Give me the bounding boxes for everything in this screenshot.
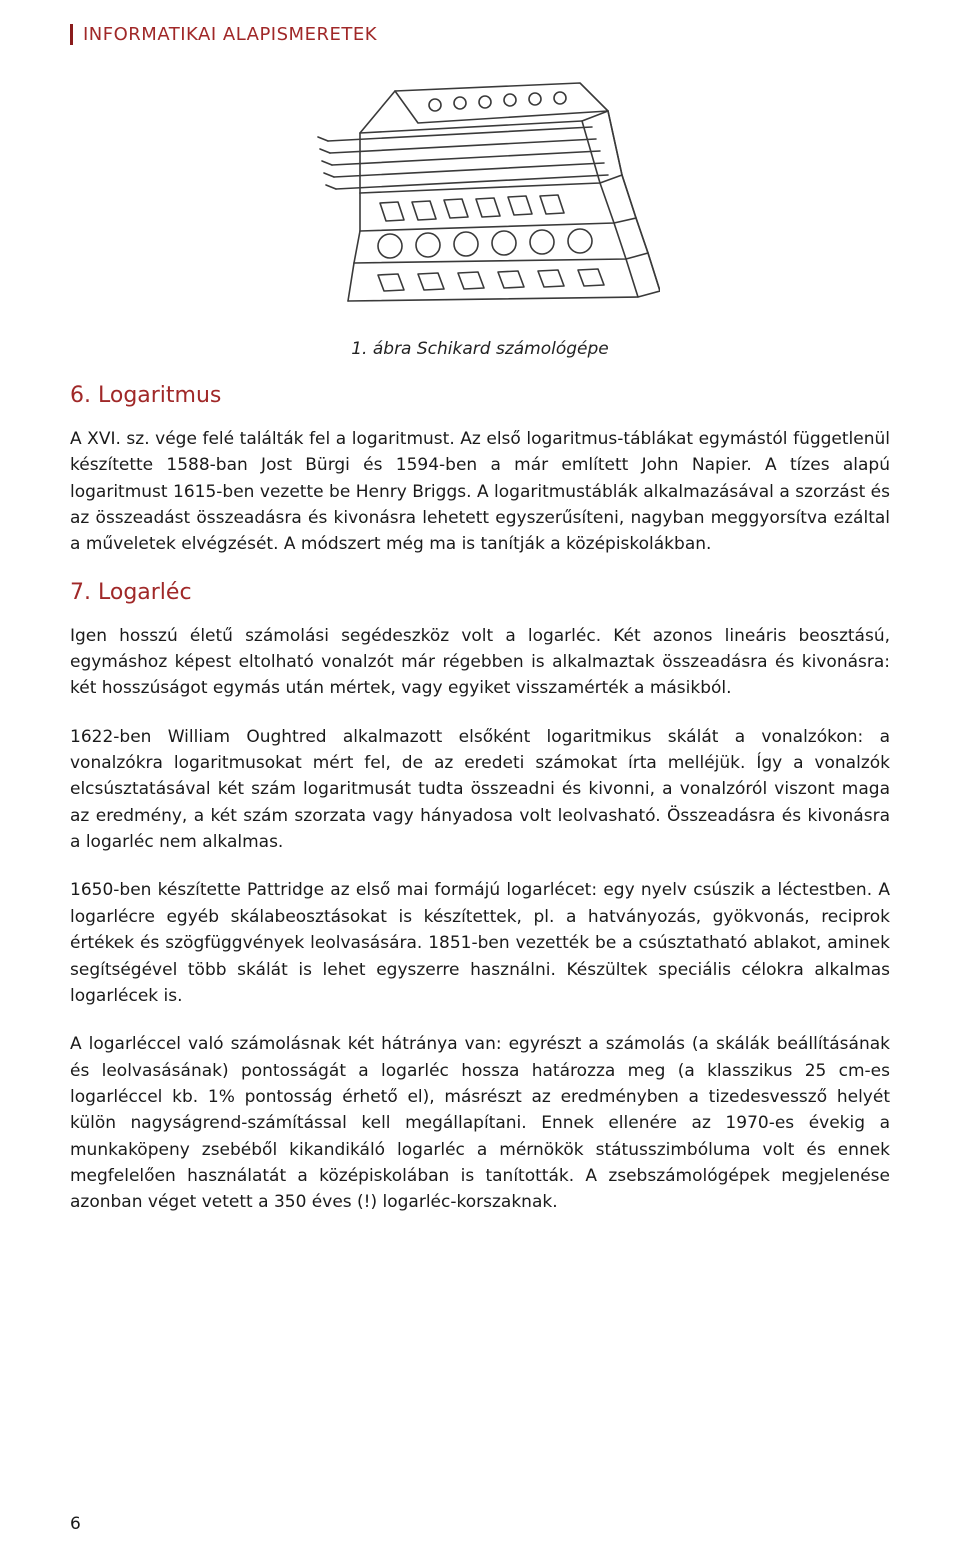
header-rule: INFORMATIKAI ALAPISMERETEK — [70, 24, 890, 45]
paragraph: Igen hosszú életű számolási segédeszköz … — [70, 623, 890, 702]
section-heading-logaritmus: 6. Logaritmus — [70, 383, 890, 408]
document-page: INFORMATIKAI ALAPISMERETEK — [0, 0, 960, 1558]
paragraph: A XVI. sz. vége felé találták fel a loga… — [70, 426, 890, 558]
figure-caption: 1. ábra Schikard számológépe — [70, 339, 890, 359]
paragraph: A logarléccel való számolásnak két hátrá… — [70, 1031, 890, 1215]
schikard-machine-illustration — [300, 63, 660, 323]
paragraph: 1650-ben készítette Pattridge az első ma… — [70, 877, 890, 1009]
figure-container — [70, 63, 890, 327]
section-heading-logarlec: 7. Logarléc — [70, 580, 890, 605]
paragraph: 1622-ben William Oughtred alkalmazott el… — [70, 724, 890, 856]
running-header: INFORMATIKAI ALAPISMERETEK — [83, 24, 377, 45]
page-number: 6 — [70, 1514, 81, 1534]
